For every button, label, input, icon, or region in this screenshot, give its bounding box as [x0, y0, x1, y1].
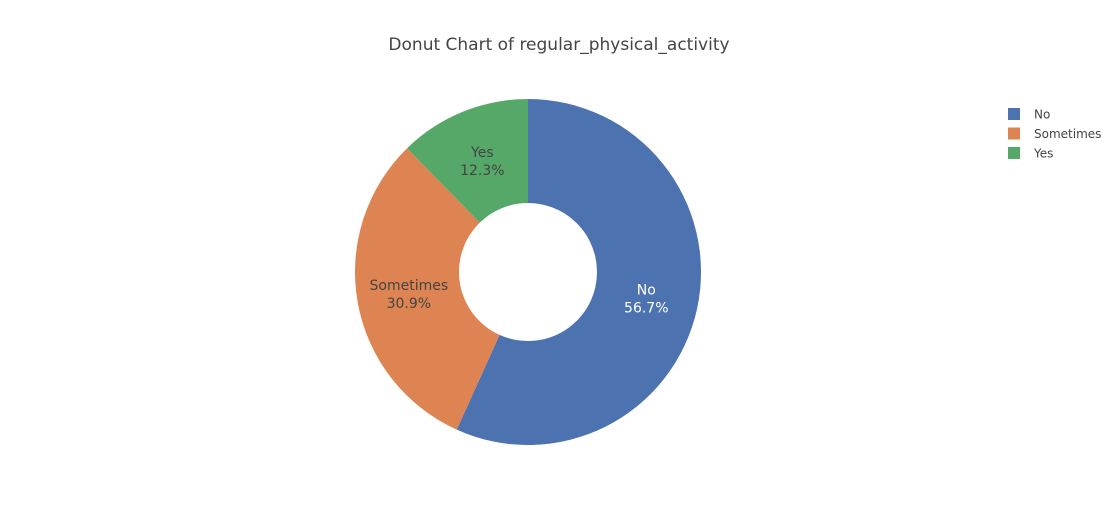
- slice-sometimes[interactable]: [355, 148, 500, 430]
- legend[interactable]: No Sometimes Yes: [1008, 108, 1101, 161]
- slice-label-name: Yes: [470, 145, 494, 161]
- slice-label-no: No 56.7%: [624, 282, 668, 316]
- legend-label: Yes: [1033, 147, 1053, 161]
- slice-labels-group: No 56.7% Sometimes 30.9% Yes 12.3%: [370, 145, 669, 317]
- slice-label-sometimes: Sometimes 30.9%: [370, 278, 449, 312]
- slice-label-percent: 30.9%: [387, 296, 431, 312]
- slice-label-percent: 56.7%: [624, 300, 668, 316]
- slice-label-name: No: [637, 282, 656, 298]
- legend-swatch: [1008, 147, 1020, 159]
- legend-item-sometimes[interactable]: Sometimes: [1008, 127, 1101, 141]
- legend-label: No: [1034, 108, 1050, 122]
- chart-title: Donut Chart of regular_physical_activity: [388, 35, 729, 55]
- slice-label-name: Sometimes: [370, 278, 449, 294]
- legend-item-yes[interactable]: Yes: [1008, 147, 1053, 161]
- legend-swatch: [1008, 108, 1020, 120]
- slice-label-percent: 12.3%: [460, 163, 504, 179]
- slice-label-yes: Yes 12.3%: [460, 145, 504, 179]
- legend-item-no[interactable]: No: [1008, 108, 1050, 122]
- slices-group: [355, 99, 702, 446]
- legend-label: Sometimes: [1034, 127, 1101, 141]
- slice-no[interactable]: [456, 99, 702, 446]
- legend-swatch: [1008, 127, 1020, 140]
- slice-yes[interactable]: [407, 99, 528, 223]
